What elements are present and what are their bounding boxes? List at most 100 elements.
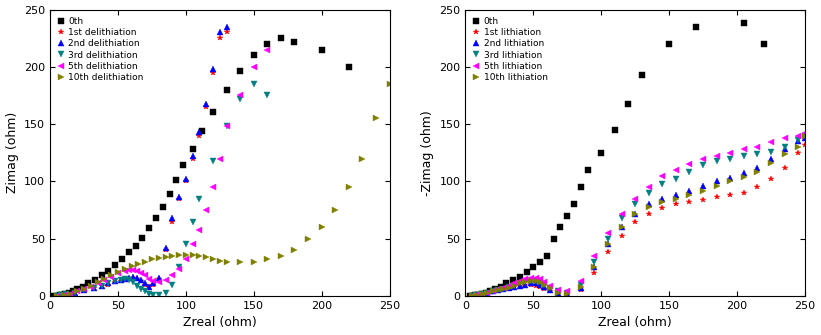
5th lithiation (482, 290, 492, 294)
2nd delithiation (132, 276, 142, 280)
10th delithiation (317, 225, 327, 229)
0th (103, 269, 113, 273)
3rd lithiation (576, 282, 586, 286)
3rd lithiation (671, 177, 681, 181)
2nd delithiation (208, 67, 218, 71)
0th (515, 275, 525, 279)
10th lithiation (535, 280, 545, 284)
3rd delithiation (79, 288, 89, 292)
3rd delithiation (249, 82, 259, 86)
1st lithiation (535, 285, 545, 289)
Line: 2nd delithiation: 2nd delithiation (54, 24, 229, 299)
10th lithiation (493, 288, 503, 292)
10th delithiation (263, 257, 273, 261)
10th delithiation (79, 287, 89, 291)
5th lithiation (525, 276, 535, 280)
5th lithiation (509, 281, 519, 285)
0th (623, 102, 633, 106)
1st lithiation (671, 202, 681, 206)
10th delithiation (106, 273, 116, 277)
0th (158, 205, 167, 209)
2nd delithiation (188, 154, 198, 158)
Line: 0th: 0th (467, 20, 767, 299)
2nd lithiation (471, 293, 481, 297)
0th (72, 287, 82, 291)
2nd lithiation (617, 225, 626, 229)
3rd lithiation (504, 285, 514, 289)
2nd lithiation (644, 202, 654, 206)
1st delithiation (89, 286, 99, 290)
10th lithiation (712, 184, 722, 188)
2nd lithiation (531, 281, 541, 285)
5th delithiation (86, 285, 96, 289)
5th delithiation (59, 293, 69, 297)
10th lithiation (521, 280, 530, 284)
1st lithiation (467, 294, 477, 298)
10th delithiation (167, 254, 177, 258)
5th lithiation (498, 286, 508, 290)
10th lithiation (471, 293, 481, 297)
10th delithiation (140, 260, 150, 264)
1st lithiation (544, 289, 554, 293)
10th lithiation (725, 180, 735, 184)
0th (263, 42, 273, 46)
10th lithiation (658, 200, 667, 204)
0th (55, 293, 65, 297)
0th (83, 281, 93, 285)
10th delithiation (134, 262, 144, 266)
3rd lithiation (477, 292, 487, 296)
1st lithiation (498, 287, 508, 291)
2nd lithiation (725, 176, 735, 180)
3rd lithiation (544, 286, 554, 290)
10th delithiation (290, 248, 300, 252)
1st delithiation (167, 219, 177, 223)
1st lithiation (603, 251, 613, 255)
3rd lithiation (617, 216, 626, 220)
1st delithiation (128, 276, 138, 280)
5th delithiation (113, 271, 123, 275)
10th delithiation (161, 255, 171, 259)
10th lithiation (766, 161, 776, 165)
1st lithiation (658, 206, 667, 210)
X-axis label: Zreal (ohm): Zreal (ohm) (599, 317, 672, 329)
3rd lithiation (562, 290, 572, 294)
0th (97, 273, 107, 277)
0th (548, 237, 558, 241)
3rd delithiation (263, 93, 273, 97)
3rd lithiation (521, 280, 530, 284)
2nd delithiation (110, 279, 120, 283)
0th (481, 290, 491, 294)
3rd delithiation (208, 159, 218, 163)
0th (529, 265, 539, 269)
Line: 3rd lithiation: 3rd lithiation (470, 133, 808, 299)
0th (521, 270, 531, 274)
2nd lithiation (477, 292, 487, 296)
2nd lithiation (544, 288, 554, 292)
3rd delithiation (120, 277, 130, 281)
10th lithiation (800, 134, 810, 138)
5th lithiation (471, 293, 481, 297)
Line: 0th: 0th (52, 36, 351, 299)
10th delithiation (181, 253, 190, 257)
3rd lithiation (515, 281, 525, 285)
0th (610, 128, 620, 132)
1st delithiation (215, 36, 225, 40)
0th (124, 251, 134, 255)
0th (165, 192, 175, 196)
10th lithiation (780, 152, 790, 156)
1st lithiation (482, 290, 492, 294)
1st lithiation (509, 285, 519, 289)
0th (131, 244, 140, 248)
3rd lithiation (712, 159, 722, 163)
1st lithiation (525, 282, 535, 286)
5th delithiation (236, 93, 245, 97)
3rd lithiation (631, 202, 640, 206)
5th delithiation (52, 294, 62, 298)
5th delithiation (120, 269, 130, 273)
0th (759, 42, 769, 46)
10th delithiation (384, 82, 394, 86)
1st lithiation (644, 211, 654, 215)
5th delithiation (124, 268, 134, 272)
10th delithiation (215, 259, 225, 263)
10th lithiation (525, 279, 535, 283)
